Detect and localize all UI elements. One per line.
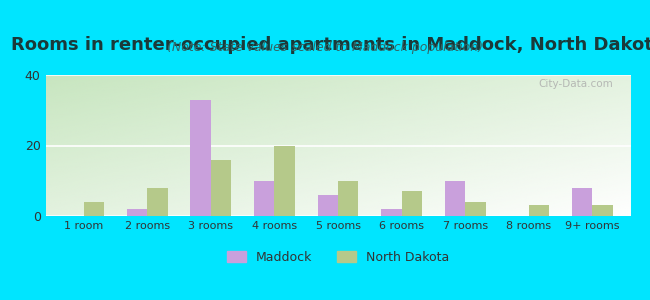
- Bar: [402, 191, 422, 216]
- Text: (Note: State values scaled to Maddock population): (Note: State values scaled to Maddock po…: [167, 40, 483, 53]
- Bar: [148, 188, 168, 216]
- Title: Rooms in renter-occupied apartments in Maddock, North Dakota: Rooms in renter-occupied apartments in M…: [11, 36, 650, 54]
- Bar: [254, 181, 274, 216]
- Bar: [274, 146, 294, 216]
- Bar: [211, 160, 231, 216]
- Bar: [465, 202, 486, 216]
- Bar: [445, 181, 465, 216]
- Bar: [572, 188, 592, 216]
- Bar: [190, 100, 211, 216]
- Legend: Maddock, North Dakota: Maddock, North Dakota: [222, 246, 454, 269]
- Bar: [338, 181, 358, 216]
- Bar: [84, 202, 104, 216]
- Text: City-Data.com: City-Data.com: [538, 79, 613, 89]
- Bar: [127, 209, 148, 216]
- Bar: [318, 195, 338, 216]
- Bar: [382, 209, 402, 216]
- Bar: [592, 206, 613, 216]
- Bar: [528, 206, 549, 216]
